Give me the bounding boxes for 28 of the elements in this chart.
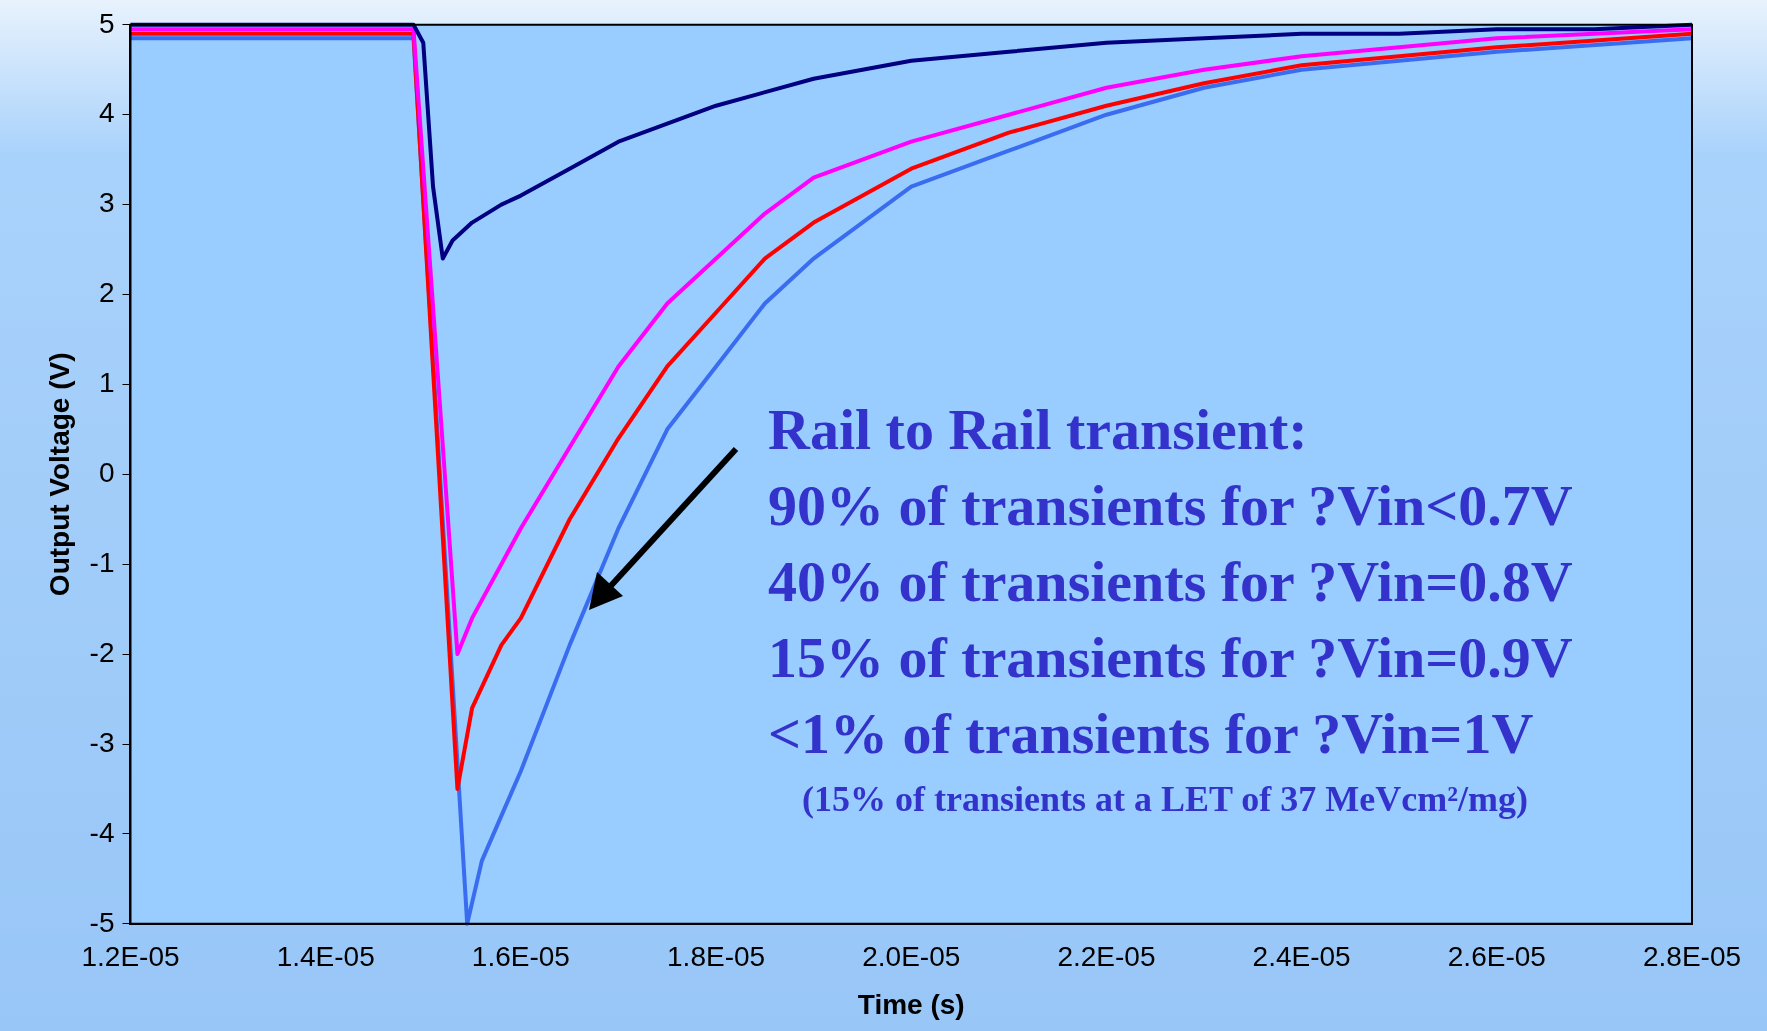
x-tick-label: 1.8E-05 bbox=[667, 941, 766, 973]
annotation: 40% of transients for ?Vin=0.8V bbox=[768, 548, 1573, 614]
x-tick-label: 2.6E-05 bbox=[1447, 941, 1546, 973]
annotation: Rail to Rail transient: bbox=[768, 396, 1308, 462]
y-tick-label: 3 bbox=[98, 187, 115, 219]
y-tick-label: -2 bbox=[89, 636, 115, 668]
x-tick-label: 2.8E-05 bbox=[1642, 941, 1742, 973]
y-tick-label: 1 bbox=[98, 367, 115, 399]
x-tick-label: 1.6E-05 bbox=[471, 941, 570, 973]
y-tick-label: -5 bbox=[89, 906, 115, 938]
y-tick-label: 5 bbox=[98, 7, 115, 39]
x-axis-title: Time (s) bbox=[857, 988, 965, 1020]
annotation: <1% of transients for ?Vin=1V bbox=[768, 700, 1534, 766]
y-tick-label: -3 bbox=[89, 726, 115, 758]
y-axis-title: Output Voltage (V) bbox=[43, 352, 75, 597]
x-tick-label: 2.0E-05 bbox=[862, 941, 961, 973]
y-tick-label: 2 bbox=[98, 277, 115, 309]
y-tick-label: 4 bbox=[98, 97, 115, 129]
y-tick-label: -4 bbox=[89, 816, 115, 848]
x-tick-label: 1.2E-05 bbox=[81, 941, 180, 973]
x-tick-label: 1.4E-05 bbox=[276, 941, 375, 973]
x-tick-label: 2.2E-05 bbox=[1057, 941, 1156, 973]
y-tick-label: -1 bbox=[89, 546, 115, 578]
annotation: 15% of transients for ?Vin=0.9V bbox=[768, 624, 1573, 690]
annotation: 90% of transients for ?Vin<0.7V bbox=[768, 472, 1573, 538]
annotation: (15% of transients at a LET of 37 MeVcm²/mg) bbox=[802, 779, 1529, 820]
y-tick-label: 0 bbox=[98, 457, 115, 489]
x-tick-label: 2.4E-05 bbox=[1252, 941, 1351, 973]
